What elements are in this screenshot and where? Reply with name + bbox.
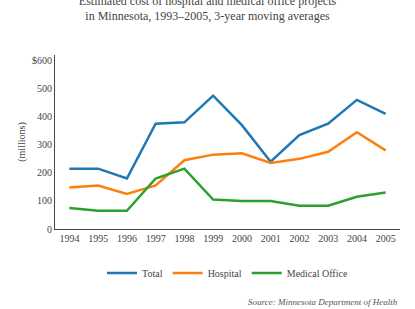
svg-text:1994: 1994 [59,233,79,244]
svg-text:$600: $600 [32,55,52,66]
svg-text:1998: 1998 [174,233,194,244]
svg-text:Medical Office: Medical Office [287,268,348,279]
svg-text:2000: 2000 [232,233,252,244]
svg-text:400: 400 [37,111,52,122]
svg-text:Source: Minnesota Department o: Source: Minnesota Department of Health [248,297,398,307]
svg-text:Estimated cost of hospital and: Estimated cost of hospital and medical o… [79,0,337,23]
svg-text:500: 500 [37,83,52,94]
svg-text:0: 0 [47,224,52,235]
svg-text:1995: 1995 [88,233,108,244]
svg-text:1999: 1999 [203,233,223,244]
svg-text:300: 300 [37,139,52,150]
svg-text:1996: 1996 [117,233,137,244]
svg-text:2003: 2003 [318,233,338,244]
svg-text:2004: 2004 [347,233,367,244]
svg-text:Total: Total [142,268,163,279]
svg-text:2002: 2002 [289,233,309,244]
svg-text:Hospital: Hospital [208,268,242,279]
svg-text:200: 200 [37,167,52,178]
svg-text:2001: 2001 [261,233,281,244]
svg-text:1997: 1997 [146,233,166,244]
svg-text:100: 100 [37,195,52,206]
svg-text:(millions): (millions) [16,122,28,161]
svg-text:2005: 2005 [376,233,396,244]
